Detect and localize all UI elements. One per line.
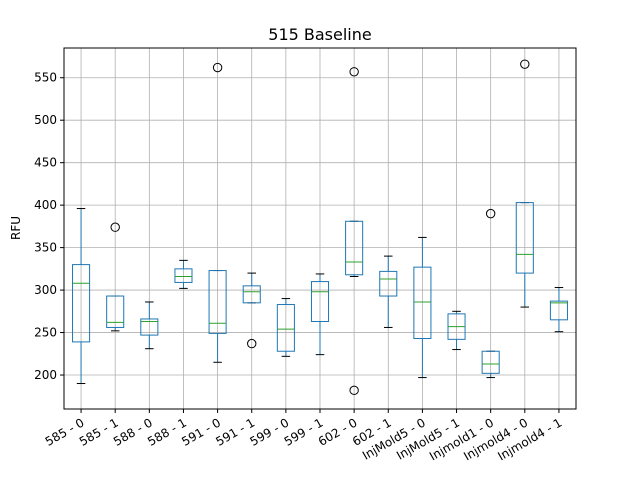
box — [140, 318, 159, 336]
box — [208, 270, 227, 334]
box — [310, 281, 330, 323]
box-group — [276, 298, 295, 357]
box-group — [208, 62, 227, 363]
box-group — [345, 67, 364, 396]
box — [413, 266, 432, 339]
outlier-point — [485, 208, 496, 219]
box — [549, 300, 568, 321]
box — [515, 202, 534, 274]
outlier-point — [247, 338, 257, 349]
outlier-point — [349, 385, 359, 396]
box — [242, 285, 261, 304]
box-group — [413, 236, 432, 379]
y-axis-label: RFU — [9, 216, 23, 240]
y-tick-label: 300 — [34, 283, 57, 297]
box — [481, 350, 500, 374]
box-group — [447, 310, 466, 351]
box — [106, 295, 125, 328]
box — [379, 270, 398, 297]
y-tick-label: 450 — [34, 156, 57, 170]
chart-title: 515 Baseline — [268, 25, 371, 44]
boxes-layer — [72, 59, 568, 396]
box-group — [106, 222, 125, 332]
box-group — [140, 301, 159, 350]
box-group — [379, 255, 398, 328]
outlier-point — [520, 59, 530, 69]
y-tick-label: 400 — [34, 198, 57, 212]
outlier-point — [212, 62, 223, 73]
outlier-point — [349, 67, 359, 77]
box-group — [310, 273, 330, 356]
box-group — [72, 208, 91, 385]
y-tick-label: 350 — [34, 241, 57, 255]
outlier-point — [110, 222, 120, 232]
box — [174, 268, 193, 283]
y-tick-label: 550 — [34, 71, 57, 85]
box — [345, 220, 364, 276]
box-group — [242, 272, 261, 349]
y-tick-label: 500 — [34, 113, 57, 127]
box — [276, 304, 295, 352]
box-group — [549, 287, 568, 333]
box-group — [515, 59, 534, 308]
y-tick-label: 250 — [34, 326, 57, 340]
box-group — [481, 208, 500, 379]
y-tick-label: 200 — [34, 368, 57, 382]
box-group — [174, 259, 193, 289]
box — [72, 264, 91, 343]
